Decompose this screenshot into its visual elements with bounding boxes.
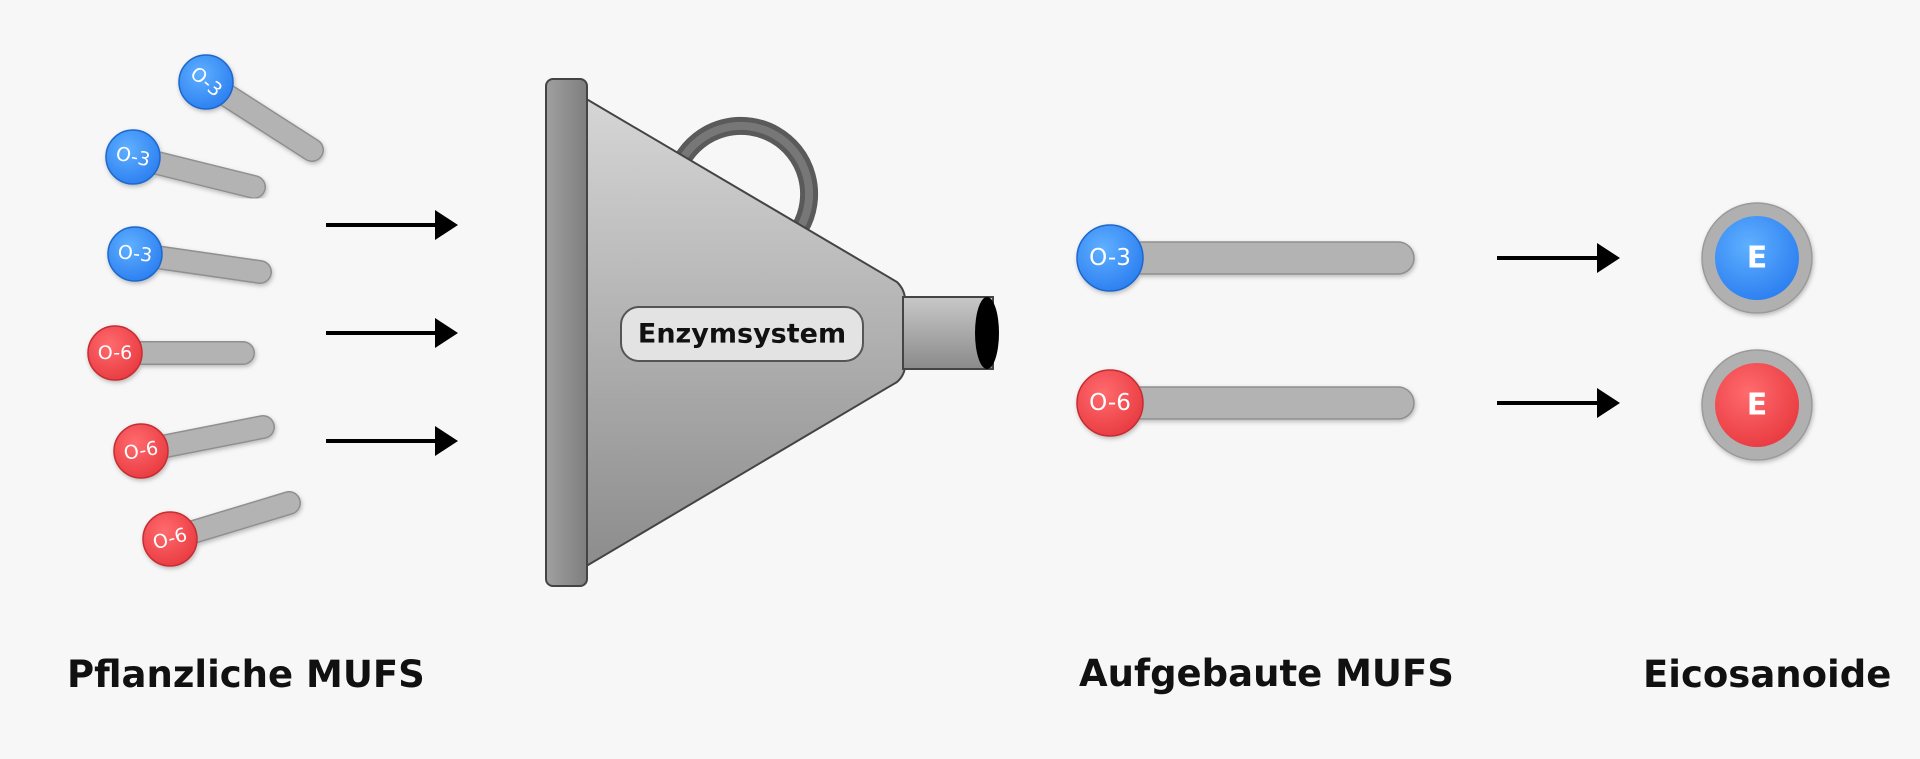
omega6-label: O-6 [98,342,132,364]
eicosanoids-label: Eicosanoide [1643,653,1891,696]
arrow-head-icon [1597,388,1620,418]
molecule-omega3: O-3 [107,226,272,284]
molecule-omega6: O-6 [142,491,301,567]
eicosanoid-label: E [1747,388,1768,423]
enzyme-system-label: Enzymsystem [638,319,846,350]
built-mufs-label: Aufgebaute MUFS [1079,652,1454,695]
eicosanoid-omega6: E [1701,349,1813,461]
omega6-label: O-6 [1089,390,1131,416]
eicosanoids-group: E E [1701,202,1813,461]
input-arrows [326,220,449,446]
arrow-head-icon [435,210,458,240]
arrow-head-icon [1597,243,1620,273]
arrow-head-icon [435,318,458,348]
plant-mufs-group: O-3 O-3 O-3 O-6 O-6 [87,54,324,567]
built-molecule-omega3: O-3 [1076,224,1415,292]
plant-mufs-label: Pflanzliche MUFS [67,653,425,696]
funnel-spout-opening [975,297,999,369]
arrow-head-icon [435,426,458,456]
built-mufs-group: O-3 O-6 [1076,224,1415,437]
eicosanoid-omega3: E [1701,202,1813,314]
funnel-icon: Enzymsystem [545,78,999,587]
molecule-omega6: O-6 [113,415,275,479]
funnel-rim [545,78,588,587]
enzyme-system-box [620,306,864,362]
molecule-omega6: O-6 [87,325,255,381]
eicosanoid-label: E [1747,241,1768,276]
molecule-omega3: O-3 [105,129,266,199]
omega3-label: O-3 [117,241,154,266]
built-molecule-omega6: O-6 [1076,369,1415,437]
omega3-label: O-3 [1089,245,1131,271]
molecule-omega3: O-3 [178,54,324,162]
